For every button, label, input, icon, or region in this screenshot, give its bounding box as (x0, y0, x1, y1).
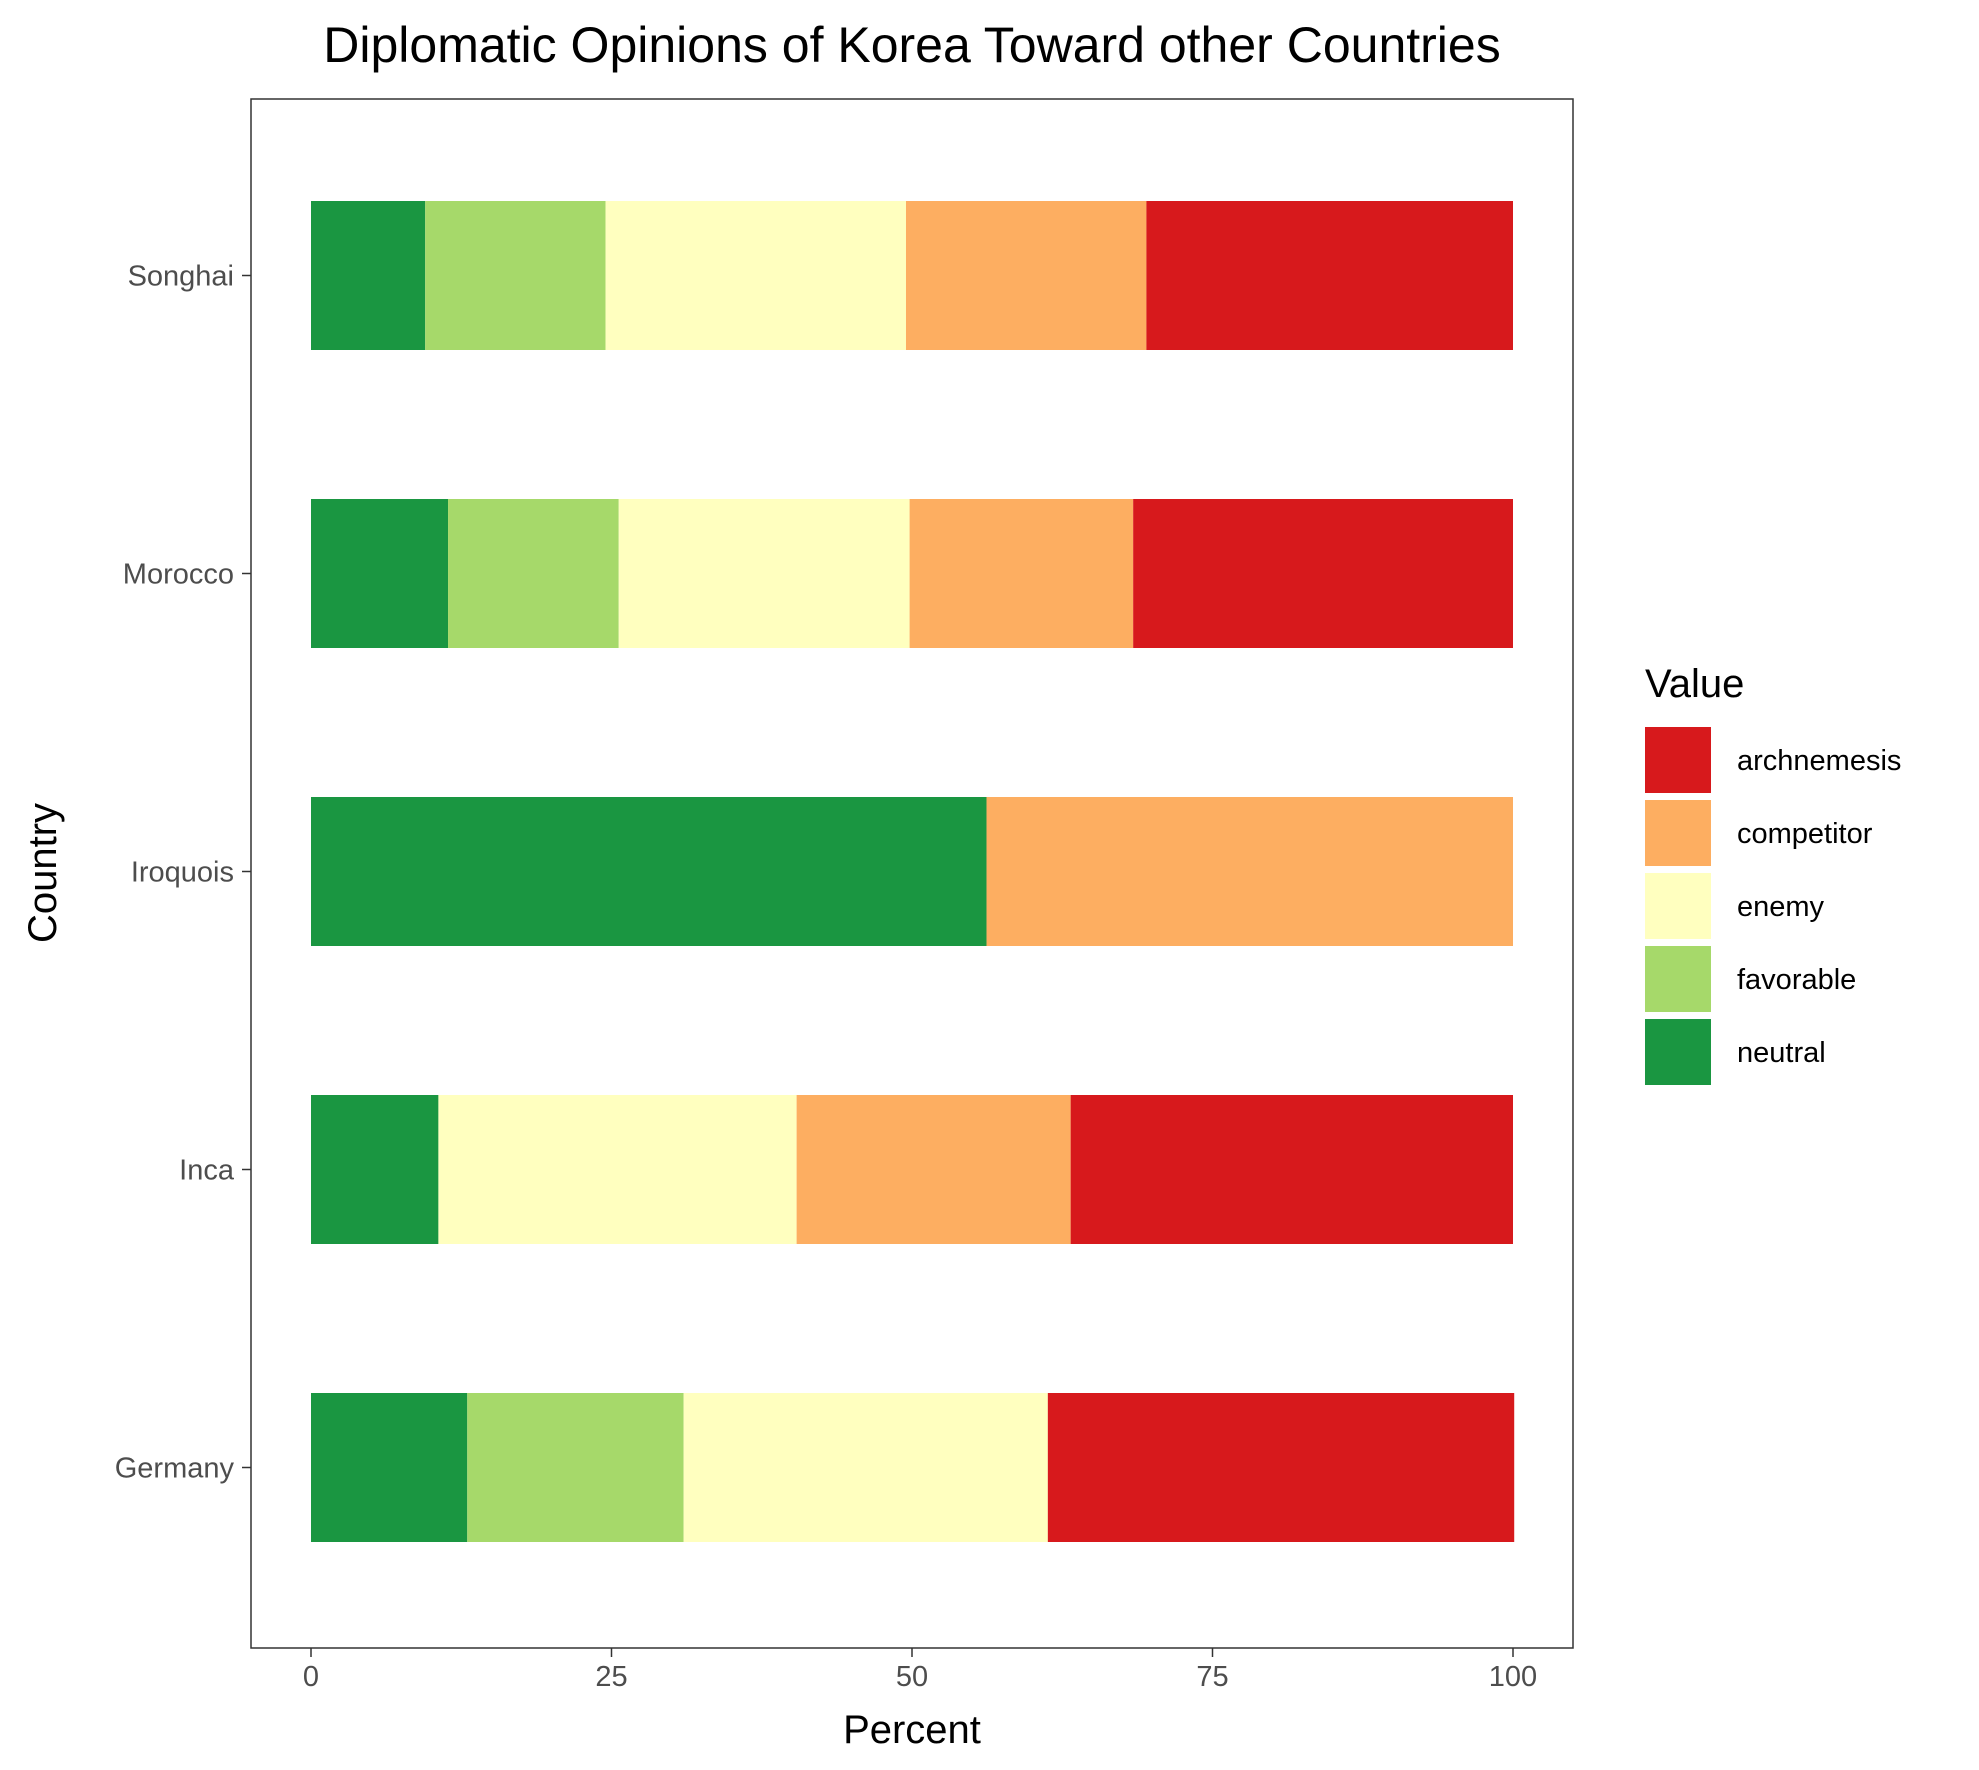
legend-item-enemy: enemy (1645, 873, 1825, 939)
y-tick-label-songhai: Songhai (128, 261, 234, 293)
bar-inca-enemy (438, 1095, 797, 1244)
x-tick-label-50: 50 (896, 1661, 928, 1693)
bar-songhai-competitor (905, 201, 1147, 350)
legend-label-archnemesis: archnemesis (1737, 745, 1901, 777)
bar-iroquois-competitor (986, 797, 1513, 946)
bars-group (311, 201, 1515, 1542)
legend-item-favorable: favorable (1645, 946, 1856, 1012)
y-axis-title: Country (21, 803, 65, 943)
x-axis-title: Percent (843, 1708, 981, 1752)
bar-songhai-favorable (425, 201, 606, 350)
legend-key-favorable (1645, 946, 1711, 1012)
legend-item-archnemesis: archnemesis (1645, 727, 1901, 793)
legend-key-archnemesis (1645, 727, 1711, 793)
legend-item-competitor: competitor (1645, 800, 1873, 866)
bar-inca-archnemesis (1070, 1095, 1513, 1244)
bar-germany-enemy (683, 1393, 1048, 1542)
chart-title: Diplomatic Opinions of Korea Toward othe… (323, 17, 1500, 73)
y-axis: Songhai Morocco Iroquois Inca Germany (115, 261, 251, 1485)
bar-inca-neutral (311, 1095, 439, 1244)
bar-morocco-enemy (618, 499, 910, 648)
legend-title: Value (1645, 662, 1744, 706)
bar-songhai-archnemesis (1146, 201, 1513, 350)
legend-label-neutral: neutral (1737, 1037, 1826, 1069)
x-tick-label-25: 25 (595, 1661, 627, 1693)
legend-label-favorable: favorable (1737, 964, 1856, 996)
x-axis: 0 25 50 75 100 (303, 1648, 1537, 1693)
legend-key-neutral (1645, 1019, 1711, 1085)
y-tick-label-iroquois: Iroquois (131, 857, 234, 889)
legend: Value archnemesis competitor enemy favorabl… (1645, 662, 1901, 1085)
y-tick-label-germany: Germany (115, 1453, 235, 1485)
legend-key-enemy (1645, 873, 1711, 939)
x-tick-label-0: 0 (303, 1661, 319, 1693)
legend-label-competitor: competitor (1737, 818, 1873, 850)
x-tick-label-75: 75 (1196, 1661, 1228, 1693)
y-tick-label-morocco: Morocco (123, 559, 234, 591)
bar-germany-archnemesis (1047, 1393, 1515, 1542)
legend-key-competitor (1645, 800, 1711, 866)
legend-item-neutral: neutral (1645, 1019, 1826, 1085)
bar-iroquois-neutral (311, 797, 987, 946)
bar-germany-favorable (467, 1393, 684, 1542)
bar-songhai-neutral (311, 201, 426, 350)
bar-morocco-archnemesis (1133, 499, 1513, 648)
bar-songhai-enemy (605, 201, 906, 350)
bar-morocco-neutral (311, 499, 449, 648)
x-tick-label-100: 100 (1489, 1661, 1537, 1693)
legend-items: archnemesis competitor enemy favorable neutr… (1645, 727, 1901, 1085)
legend-label-enemy: enemy (1737, 891, 1825, 923)
y-tick-label-inca: Inca (179, 1155, 235, 1187)
bar-germany-neutral (311, 1393, 468, 1542)
bar-morocco-competitor (909, 499, 1134, 648)
bar-morocco-favorable (448, 499, 619, 648)
bar-inca-competitor (796, 1095, 1071, 1244)
